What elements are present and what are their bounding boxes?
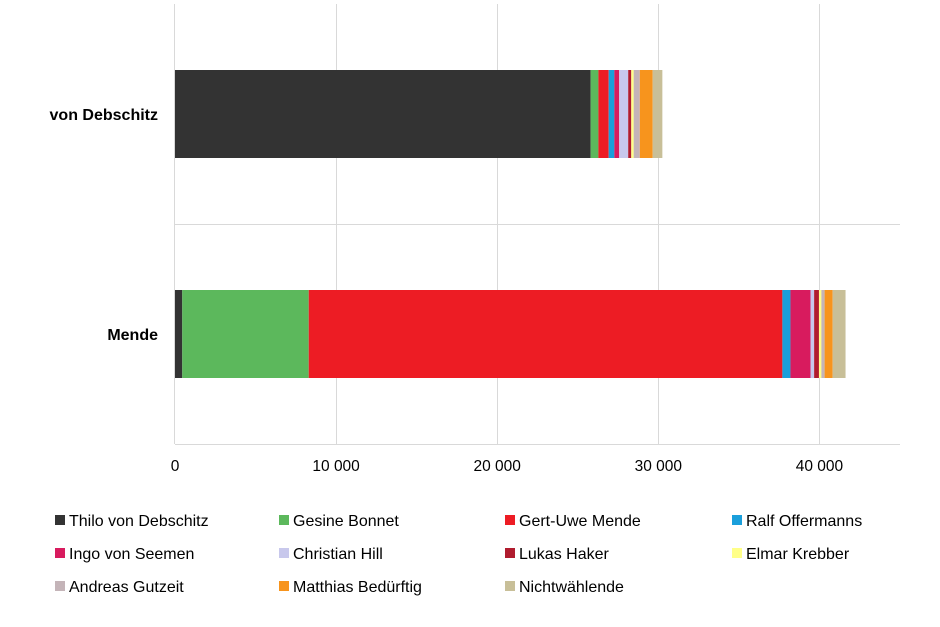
bar-segment-0-6 [628, 70, 632, 158]
legend-swatch [279, 515, 289, 525]
legend-label: Elmar Krebber [746, 546, 850, 563]
x-tick-label: 40 000 [796, 458, 844, 475]
bar-segment-1-3 [782, 290, 791, 378]
x-tick-label: 20 000 [474, 458, 522, 475]
bar-segment-0-9 [639, 70, 653, 158]
bar-segment-1-9 [824, 290, 833, 378]
bar-segment-0-5 [619, 70, 629, 158]
legend-swatch [279, 548, 289, 558]
bars [175, 70, 846, 378]
x-tick-label: 10 000 [312, 458, 360, 475]
bar-segment-0-3 [608, 70, 615, 158]
legend-swatch [732, 548, 742, 558]
legend-label: Christian Hill [293, 546, 383, 563]
bar-segment-1-1 [182, 290, 309, 378]
bar-segment-1-8 [821, 290, 825, 378]
legend-label: Gesine Bonnet [293, 513, 399, 530]
legend-label: Matthias Bedürftig [293, 579, 422, 596]
bar-segment-1-2 [308, 290, 783, 378]
bar-segment-0-10 [652, 70, 663, 158]
legend-label: Ingo von Seemen [69, 546, 194, 563]
legend-swatch [505, 515, 515, 525]
bar-segment-1-6 [814, 290, 819, 378]
x-tick-label: 30 000 [635, 458, 683, 475]
category-label: Mende [107, 327, 158, 344]
legend-label: Lukas Haker [519, 546, 609, 563]
bar-segment-0-4 [614, 70, 620, 158]
legend: Thilo von Debschitz Gesine Bonnet Gert-Uwe… [55, 513, 862, 596]
bar-segment-1-0 [175, 290, 183, 378]
bar-segment-1-5 [810, 290, 815, 378]
legend-swatch [55, 515, 65, 525]
legend-label: Thilo von Debschitz [69, 513, 209, 530]
bar-segment-0-7 [631, 70, 634, 158]
bar-segment-0-0 [175, 70, 591, 158]
x-tick-label: 0 [171, 458, 180, 475]
legend-label: Gert-Uwe Mende [519, 513, 641, 530]
legend-label: Nichtwählende [519, 579, 624, 596]
legend-swatch [55, 581, 65, 591]
axes: von Debschitz Mende 0 10 000 20 000 30 000 40 … [50, 4, 900, 475]
bar-segment-1-4 [790, 290, 811, 378]
legend-swatch [505, 548, 515, 558]
legend-swatch [279, 581, 289, 591]
category-label: von Debschitz [50, 107, 158, 124]
legend-swatch [55, 548, 65, 558]
legend-swatch [732, 515, 742, 525]
bar-segment-0-8 [633, 70, 640, 158]
bar-segment-1-10 [832, 290, 846, 378]
legend-swatch [505, 581, 515, 591]
bar-segment-1-7 [818, 290, 822, 378]
legend-label: Andreas Gutzeit [69, 579, 184, 596]
bar-segment-0-2 [598, 70, 609, 158]
bar-segment-0-1 [590, 70, 599, 158]
legend-label: Ralf Offermanns [746, 513, 862, 530]
